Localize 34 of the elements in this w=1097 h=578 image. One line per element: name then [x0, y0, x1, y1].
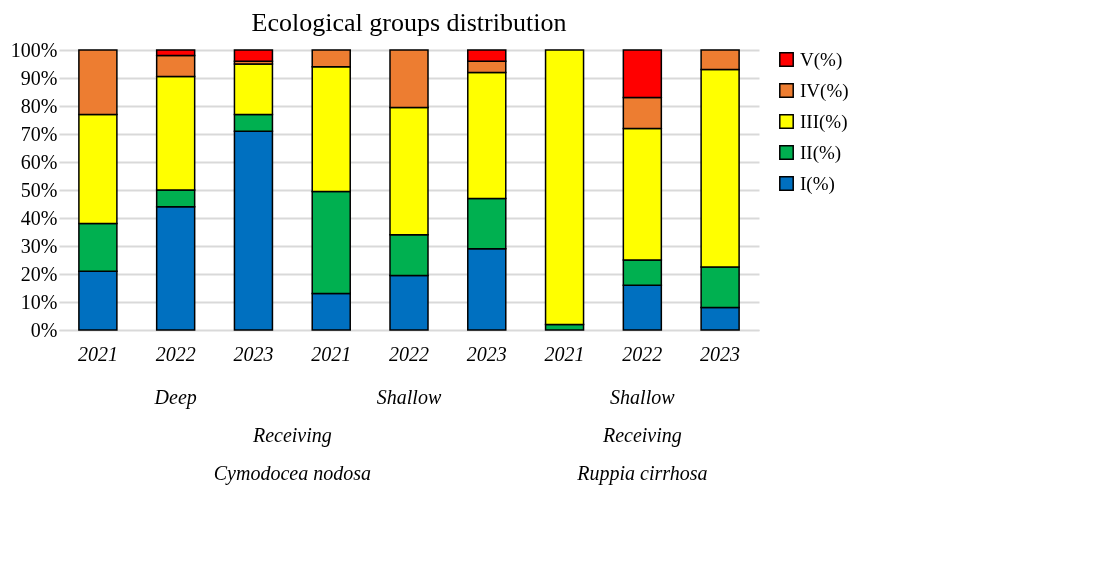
y-tick-label: 40%	[20, 206, 58, 229]
y-tick-label: 10%	[20, 290, 58, 313]
y-tick-label: 90%	[20, 66, 58, 89]
x-tick-label: 2021	[77, 342, 118, 365]
text: Deep	[153, 386, 197, 409]
legend-label: I(%)	[800, 172, 835, 195]
text: Cymodocea nodosa	[213, 462, 371, 485]
x-tick-label: 2022	[155, 342, 196, 365]
x-tick-label: 2023	[700, 342, 741, 365]
y-tick-label: 80%	[20, 94, 58, 117]
chart-title: Ecological groups distribution	[251, 8, 567, 37]
x-tick-label: 2022	[389, 342, 429, 365]
y-tick-label: 20%	[20, 262, 58, 285]
x-tick-label: 2021	[544, 342, 585, 365]
x-tick-label: 2021	[311, 342, 352, 365]
y-tick-label: 70%	[20, 122, 58, 145]
x-tick-label: 2022	[622, 342, 663, 365]
text: Shallow	[610, 386, 676, 408]
legend-label: II(%)	[800, 141, 842, 164]
bar	[233, 49, 274, 62]
text: Receiving	[251, 424, 332, 447]
legend-label: V(%)	[800, 48, 843, 71]
y-tick-label: 50%	[20, 178, 58, 201]
y-tick-label: 30%	[20, 234, 58, 257]
text: Shallow	[376, 386, 442, 408]
x-tick-label: 2023	[233, 342, 274, 365]
y-tick-label: 0%	[30, 318, 58, 341]
y-tick-label: 100%	[10, 38, 58, 61]
text: Ruppia cirrhosa	[576, 462, 708, 485]
text: Receiving	[601, 424, 682, 447]
legend-label: III(%)	[800, 110, 848, 133]
y-tick-label: 60%	[20, 150, 58, 173]
legend-label: IV(%)	[800, 79, 849, 102]
x-tick-label: 2023	[466, 342, 507, 365]
